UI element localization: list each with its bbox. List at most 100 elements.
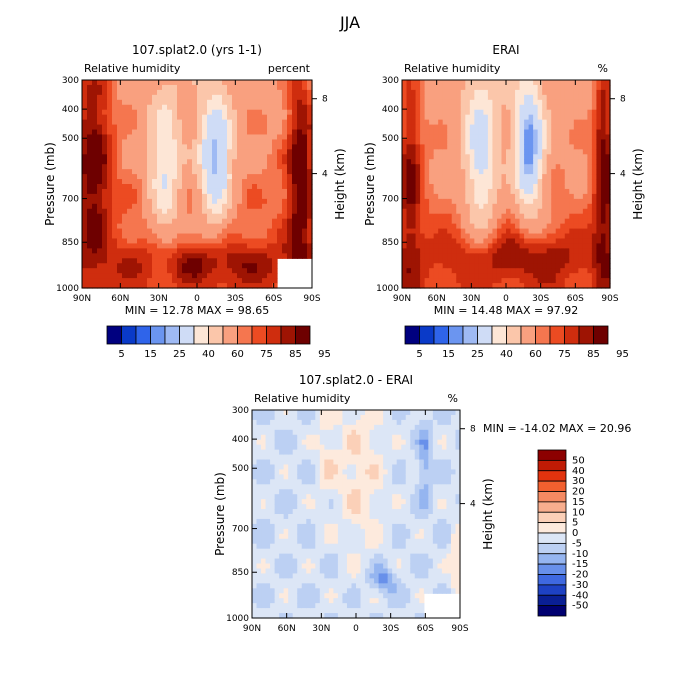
heatmap-cell <box>212 164 218 170</box>
heatmap-cell <box>261 514 267 520</box>
heatmap-cell <box>227 213 233 220</box>
y-tick-label: 700 <box>382 195 399 205</box>
heatmap-cell <box>288 563 294 570</box>
heatmap-cell <box>192 233 198 240</box>
heatmap-cell <box>207 208 213 215</box>
heatmap-cell <box>501 109 507 116</box>
heatmap-cell <box>274 439 280 446</box>
heatmap-cell <box>315 479 321 485</box>
heatmap-cell <box>420 193 426 200</box>
heatmap-cell <box>465 119 471 126</box>
heatmap-cell <box>474 94 480 101</box>
heatmap-cell <box>217 144 223 150</box>
heatmap-cell <box>524 243 530 249</box>
heatmap-cell <box>474 134 480 141</box>
heatmap-cell <box>560 253 566 259</box>
heatmap-cell <box>282 203 288 210</box>
heatmap-cell <box>420 109 426 116</box>
heatmap-cell <box>506 119 512 126</box>
heatmap-cell <box>351 578 357 584</box>
heatmap-cell <box>252 278 258 284</box>
heatmap-cell <box>262 193 268 200</box>
y-tick-label: 1000 <box>376 284 399 294</box>
heatmap-cell <box>247 94 253 101</box>
heatmap-cell <box>142 184 148 190</box>
heatmap-cell <box>465 268 471 274</box>
heatmap-cell <box>302 174 308 180</box>
heatmap-cell <box>456 283 462 289</box>
heatmap-cell <box>546 253 552 259</box>
heatmap-cell <box>456 109 462 116</box>
heatmap-cell <box>496 228 503 235</box>
heatmap-cell <box>252 429 258 436</box>
heatmap-cell <box>117 248 123 254</box>
heatmap-cell <box>487 80 494 86</box>
heatmap-cell <box>487 238 494 245</box>
heatmap-cell <box>137 124 143 131</box>
heatmap-cell <box>515 188 521 195</box>
heatmap-cell <box>307 238 313 245</box>
heatmap-cell <box>487 94 494 101</box>
heatmap-cell <box>451 253 457 259</box>
heatmap-cell <box>270 603 276 609</box>
heatmap-cell <box>319 414 325 421</box>
heatmap-cell <box>469 119 475 126</box>
heatmap-cell <box>356 469 362 475</box>
heatmap-cell <box>456 263 462 269</box>
heatmap-cell <box>217 263 223 269</box>
heatmap-cell <box>551 124 557 131</box>
heatmap-cell <box>177 124 183 131</box>
heatmap-cell <box>202 208 208 215</box>
heatmap-cell <box>474 119 480 126</box>
heatmap-cell <box>257 184 263 190</box>
heatmap-cell <box>447 258 453 264</box>
heatmap-cell <box>420 134 426 141</box>
heatmap-cell <box>292 439 298 446</box>
heatmap-cell <box>315 434 321 441</box>
heatmap-cell <box>447 208 453 215</box>
heatmap-cell <box>227 99 233 106</box>
heatmap-cell <box>333 449 339 456</box>
heatmap-cell <box>564 283 570 289</box>
heatmap-cell <box>242 203 248 210</box>
heatmap-cell <box>265 444 271 451</box>
heatmap-cell <box>297 598 303 604</box>
heatmap-cell <box>127 283 133 289</box>
heatmap-cell <box>420 258 426 264</box>
heatmap-cell <box>333 558 339 565</box>
heatmap-cell <box>162 188 168 195</box>
heatmap-cell <box>442 134 448 141</box>
heatmap-cell <box>137 104 143 111</box>
heatmap-cell <box>177 193 183 200</box>
heatmap-cell <box>351 494 357 500</box>
heatmap-cell <box>319 419 325 426</box>
heatmap-cell <box>252 598 258 604</box>
heatmap-cell <box>301 419 307 426</box>
heatmap-cell <box>256 548 262 555</box>
heatmap-cell <box>172 263 178 269</box>
heatmap-cell <box>237 174 243 180</box>
heatmap-cell <box>107 283 113 289</box>
heatmap-cell <box>252 573 258 579</box>
heatmap-cell <box>152 164 158 170</box>
heatmap-cell <box>292 159 298 165</box>
heatmap-cell <box>247 188 253 195</box>
heatmap-cell <box>406 253 412 259</box>
heatmap-cell <box>257 213 263 220</box>
heatmap-cell <box>102 263 108 269</box>
heatmap-cell <box>591 263 598 269</box>
heatmap-cell <box>456 268 462 274</box>
heatmap-cell <box>102 174 108 180</box>
heatmap-cell <box>524 169 530 175</box>
heatmap-cell <box>546 248 552 254</box>
heatmap-cell <box>519 124 525 131</box>
heatmap-cell <box>261 454 267 461</box>
heatmap-cell <box>272 124 278 131</box>
heatmap-cell <box>283 528 289 535</box>
heatmap-cell <box>227 218 233 225</box>
heatmap-cell <box>496 129 503 136</box>
heatmap-cell <box>519 203 525 210</box>
heatmap-cell <box>465 278 471 284</box>
heatmap-cell <box>302 233 308 240</box>
heatmap-cell <box>137 134 143 141</box>
